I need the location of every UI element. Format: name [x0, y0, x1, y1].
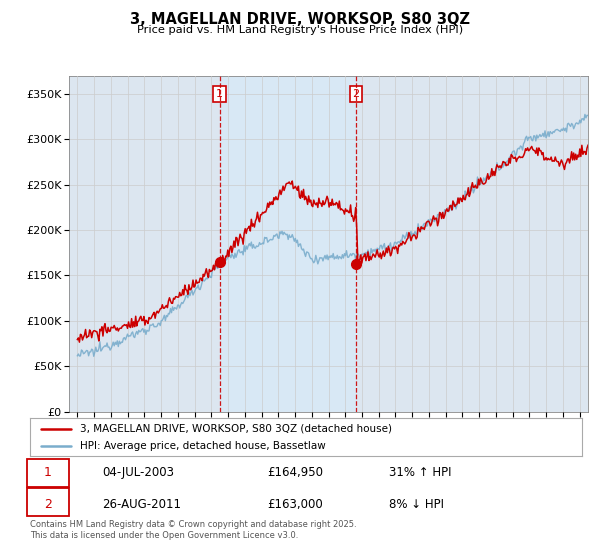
Text: HPI: Average price, detached house, Bassetlaw: HPI: Average price, detached house, Bass…: [80, 441, 325, 451]
Text: 1: 1: [216, 89, 223, 99]
FancyBboxPatch shape: [27, 488, 68, 516]
Text: 04-JUL-2003: 04-JUL-2003: [102, 465, 174, 479]
Text: 2: 2: [353, 89, 359, 99]
Bar: [220, 76, 356, 412]
Text: Price paid vs. HM Land Registry's House Price Index (HPI): Price paid vs. HM Land Registry's House …: [137, 25, 463, 35]
Text: 1: 1: [44, 465, 52, 479]
Text: 2: 2: [44, 498, 52, 511]
Text: 3, MAGELLAN DRIVE, WORKSOP, S80 3QZ (detached house): 3, MAGELLAN DRIVE, WORKSOP, S80 3QZ (det…: [80, 423, 392, 433]
Text: 31% ↑ HPI: 31% ↑ HPI: [389, 465, 451, 479]
Text: 8% ↓ HPI: 8% ↓ HPI: [389, 498, 444, 511]
Text: £163,000: £163,000: [268, 498, 323, 511]
Text: £164,950: £164,950: [268, 465, 323, 479]
Text: 3, MAGELLAN DRIVE, WORKSOP, S80 3QZ: 3, MAGELLAN DRIVE, WORKSOP, S80 3QZ: [130, 12, 470, 27]
Text: Contains HM Land Registry data © Crown copyright and database right 2025.
This d: Contains HM Land Registry data © Crown c…: [30, 520, 356, 540]
FancyBboxPatch shape: [27, 459, 68, 487]
Text: 26-AUG-2011: 26-AUG-2011: [102, 498, 181, 511]
